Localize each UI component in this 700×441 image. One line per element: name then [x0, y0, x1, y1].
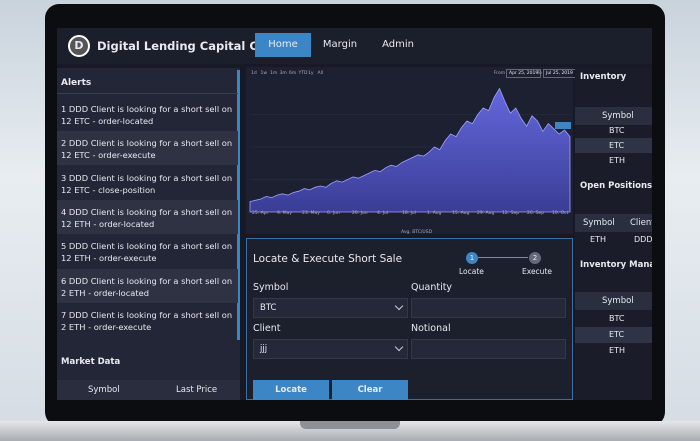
table-header	[575, 214, 652, 232]
zoom-button[interactable]: All	[317, 71, 324, 76]
chart-legend: Avg. BTC/USD	[401, 230, 433, 235]
section-title: Inventory	[580, 72, 627, 82]
nav-item[interactable]: Home	[255, 33, 311, 57]
alert-item[interactable]: 3 DDD Client is looking for a short sell…	[61, 172, 233, 195]
zoom-button[interactable]: 3m	[279, 71, 287, 76]
step-number: 1	[466, 252, 478, 264]
x-tick-label: 10. Oct	[552, 211, 569, 216]
x-tick-label: 6. Jun	[327, 211, 340, 216]
step-label: Execute	[522, 267, 552, 276]
text-input[interactable]	[411, 298, 566, 318]
alerts-panel	[57, 68, 240, 400]
selected-row	[575, 327, 652, 343]
form-panel	[246, 238, 573, 400]
form-button[interactable]: Locate	[253, 380, 329, 400]
screen: D Digital Lending Capital Corp Home Margin A…	[57, 28, 652, 400]
step-label: Locate	[459, 267, 484, 276]
form-button[interactable]: Clear	[332, 380, 408, 400]
table-cell[interactable]: ETH	[609, 346, 625, 355]
table-header	[575, 107, 652, 125]
field-label: Quantity	[411, 282, 453, 293]
step-number: 2	[529, 252, 541, 264]
nav-item[interactable]: Admin	[382, 39, 414, 50]
column-header: Symbol	[88, 385, 120, 395]
area	[249, 87, 571, 213]
column-header: Symbol	[602, 296, 634, 306]
alert-item[interactable]: 1 DDD Client is looking for a short sell…	[61, 104, 233, 126]
header-bar	[57, 28, 652, 64]
x-tick-label: 12. Sep	[502, 211, 520, 216]
nav-item[interactable]: Margin	[322, 39, 358, 50]
table-cell[interactable]: ETH	[590, 235, 606, 244]
app-title: Digital Lending Capital Corp	[97, 39, 280, 53]
form-title: Locate & Execute Short Sale	[253, 253, 403, 265]
scrollbar	[237, 70, 240, 340]
column-header: Symbol	[602, 111, 634, 121]
column-header: Client	[630, 218, 652, 228]
column-header: Last Price	[176, 385, 218, 395]
section-title: Inventory Manage	[580, 260, 652, 270]
alert-item[interactable]: 6 DDD Client is looking for a short sell…	[57, 268, 238, 303]
logo: D	[68, 35, 90, 57]
field-label: Symbol	[253, 282, 289, 293]
laptop-base	[0, 421, 700, 441]
zoom-button[interactable]: 1w	[260, 71, 268, 76]
x-tick-label: 18. Jul	[402, 211, 417, 216]
date-label: To	[537, 71, 542, 76]
market-table-header	[57, 380, 240, 400]
alert-item[interactable]: 2 DDD Client is looking for a short sell…	[57, 131, 238, 166]
date-input[interactable]: Jul 25, 2019	[543, 69, 576, 78]
text-input[interactable]	[411, 339, 566, 359]
select-box[interactable]: jjj	[253, 339, 408, 359]
market-data-title: Market Data	[61, 357, 121, 367]
alerts-divider	[57, 93, 238, 94]
column-header: Symbol	[583, 218, 615, 228]
selected-row	[575, 138, 652, 153]
x-tick-label: 4. Jul	[377, 211, 389, 216]
x-tick-label: 23. May	[302, 211, 320, 216]
table-cell[interactable]: BTC	[609, 314, 625, 323]
x-tick-label: 9. May	[277, 211, 293, 216]
zoom-button[interactable]: YTD	[298, 71, 308, 76]
table-cell[interactable]: ETH	[609, 156, 625, 165]
x-tick-label: 26. Sep	[527, 211, 545, 216]
x-tick-label: 1. Aug	[427, 211, 442, 216]
price-chart	[249, 87, 571, 213]
step-connector	[478, 257, 528, 258]
zoom-button[interactable]: 1y	[308, 71, 314, 76]
table-header	[575, 292, 652, 310]
table-cell[interactable]: BTC	[609, 126, 625, 135]
date-label: From	[494, 71, 506, 76]
field-label: Notional	[411, 323, 451, 334]
alert-item[interactable]: 5 DDD Client is looking for a short sell…	[61, 241, 233, 264]
x-tick-label: 15. Aug	[452, 211, 470, 216]
table-cell[interactable]: ETC	[609, 330, 625, 339]
alert-item[interactable]: 7 DDD Client is looking for a short sell…	[61, 309, 233, 332]
x-tick-label: 20. Jun	[352, 211, 368, 216]
alert-item[interactable]: 4 DDD Client is looking for a short sell…	[57, 199, 238, 234]
zoom-button[interactable]: 6m	[289, 71, 297, 76]
x-tick-label: 29. Aug	[477, 211, 495, 216]
price-tag	[555, 122, 571, 129]
field-label: Client	[253, 323, 281, 334]
table-cell[interactable]: DDD	[634, 235, 652, 244]
section-title: Open Positions	[580, 181, 652, 191]
zoom-button[interactable]: 1d	[251, 71, 257, 76]
table-cell[interactable]: ETC	[609, 141, 625, 150]
date-input[interactable]: Apr 25, 2019	[506, 69, 542, 78]
select-box[interactable]: BTC	[253, 298, 408, 318]
laptop-notch	[300, 421, 400, 429]
zoom-button[interactable]: 1m	[270, 71, 278, 76]
x-tick-label: 25. Apr	[252, 211, 269, 216]
alerts-title: Alerts	[61, 78, 92, 88]
